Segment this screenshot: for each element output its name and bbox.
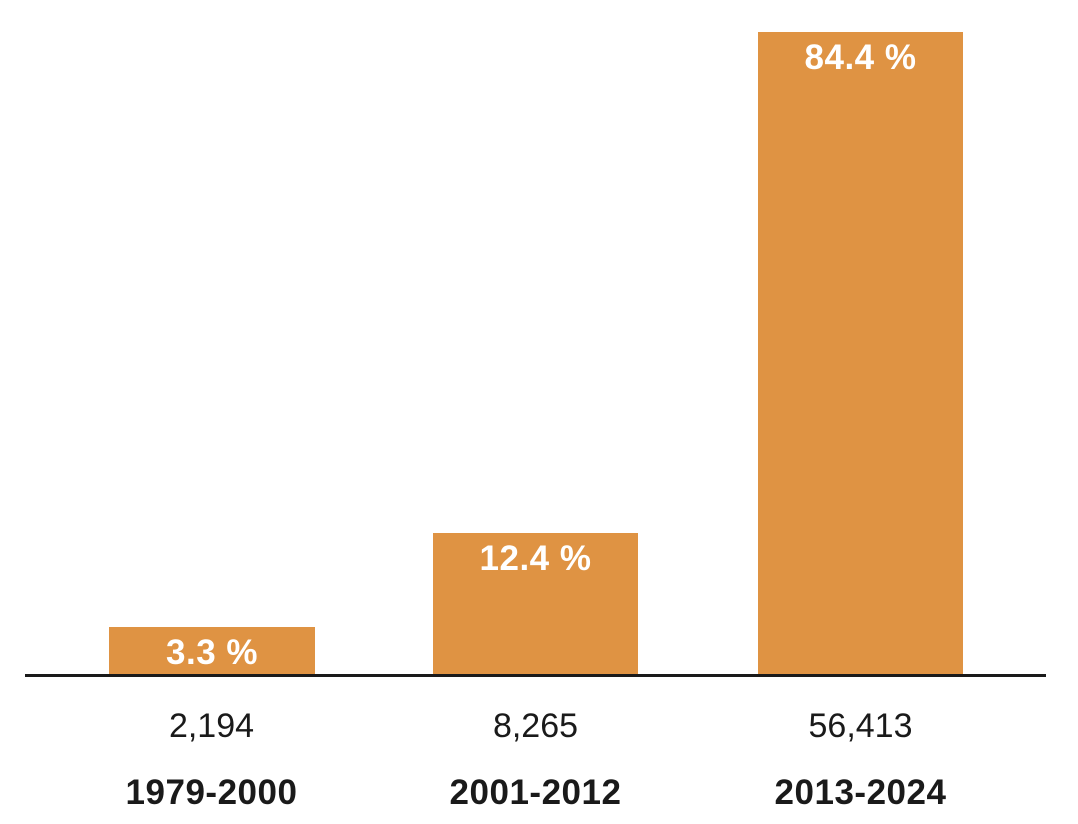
category-label-2001-2012: 2001-2012 xyxy=(449,773,622,812)
bar-2001-2012: 12.4 % xyxy=(433,533,638,675)
category-label-1979-2000: 1979-2000 xyxy=(125,773,298,812)
x-axis-line xyxy=(25,674,1046,677)
category-label-2013-2024: 2013-2024 xyxy=(774,773,947,812)
count-label-1979-2000: 2,194 xyxy=(168,707,255,745)
count-label-2013-2024: 56,413 xyxy=(808,707,913,745)
bar-1979-2000: 3.3 % xyxy=(109,627,315,675)
bar-percent-label-1979-2000: 3.3 % xyxy=(166,633,258,672)
bar-percent-label-2013-2024: 84.4 % xyxy=(804,38,917,77)
count-label-2001-2012: 8,265 xyxy=(492,707,579,745)
bar-percent-label-2001-2012: 12.4 % xyxy=(479,539,592,578)
bar-2013-2024: 84.4 % xyxy=(758,32,963,675)
